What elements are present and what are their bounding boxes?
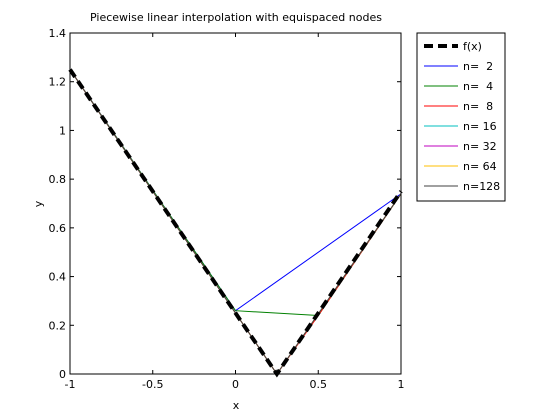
y-tick-label: 0.2	[49, 319, 67, 332]
y-axis-label: y	[32, 200, 45, 207]
legend-box	[416, 32, 506, 202]
y-axis-ticks: 0 0.2 0.4 0.6 0.8 1 1.2 1.4	[49, 27, 401, 381]
legend-label: n= 8	[463, 100, 493, 113]
chart-title: Piecewise linear interpolation with equi…	[90, 11, 382, 24]
legend-label: f(x)	[463, 40, 482, 53]
y-tick-label: 1.4	[49, 27, 67, 40]
legend-label: n= 2	[463, 60, 493, 73]
legend-label: n= 4	[463, 80, 493, 93]
x-axis-label: x	[233, 399, 240, 412]
legend-label: n= 64	[463, 160, 497, 173]
x-tick-label: 1	[398, 378, 405, 391]
x-axis-ticks: -1 -0.5 0 0.5 1	[65, 33, 405, 391]
y-tick-label: 1.2	[49, 76, 67, 89]
x-tick-label: 0	[232, 378, 239, 391]
x-tick-label: -1	[65, 378, 76, 391]
legend-label: n=128	[463, 180, 500, 193]
y-tick-label: 1	[59, 124, 66, 137]
legend: f(x) n= 2 n= 4 n= 8 n= 16 n= 32 n= 64 n=128	[416, 32, 506, 202]
legend-label: n= 32	[463, 140, 497, 153]
y-tick-label: 0	[59, 368, 66, 381]
x-tick-label: 0.5	[310, 378, 328, 391]
x-tick-label: -0.5	[142, 378, 163, 391]
plot-area	[70, 33, 401, 374]
legend-label: n= 16	[463, 120, 497, 133]
y-tick-label: 0.4	[49, 271, 67, 284]
y-tick-label: 0.8	[49, 173, 67, 186]
y-tick-label: 0.6	[49, 222, 67, 235]
